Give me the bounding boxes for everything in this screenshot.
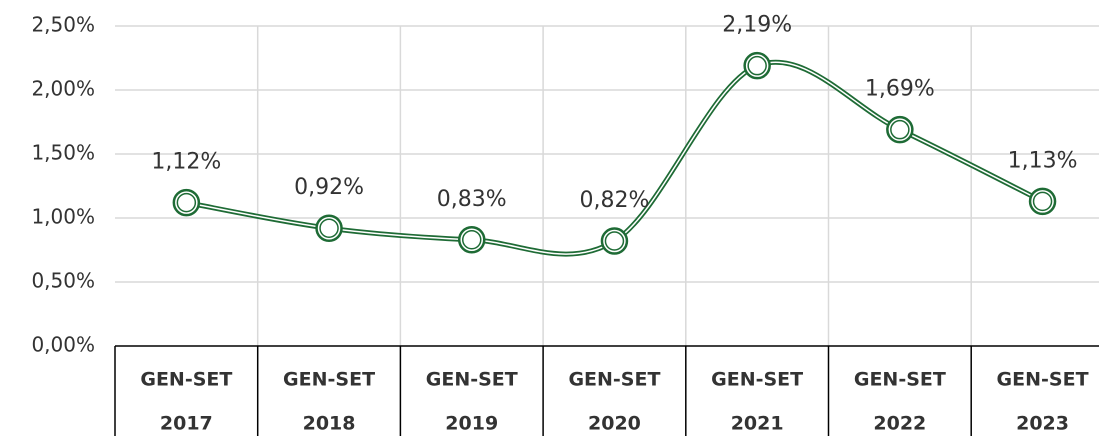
- data-label: 1,13%: [1008, 148, 1078, 173]
- point-ring: [176, 192, 197, 213]
- point-ring: [1032, 191, 1053, 212]
- x-tick-label: 2022: [873, 413, 926, 435]
- x-tick-label: 2019: [445, 413, 498, 435]
- x-tick-label: GEN-SET: [997, 369, 1089, 391]
- data-label: 0,82%: [580, 188, 650, 213]
- x-tick-label: GEN-SET: [711, 369, 803, 391]
- x-tick-label: 2017: [160, 413, 213, 435]
- y-tick-label: 2,50%: [31, 13, 95, 37]
- y-tick-label: 2,00%: [31, 77, 95, 101]
- x-tick-label: GEN-SET: [426, 369, 518, 391]
- data-label: 0,92%: [294, 175, 364, 200]
- y-tick-label: 1,00%: [31, 205, 95, 229]
- x-tick-label: GEN-SET: [854, 369, 946, 391]
- data-label: 1,12%: [151, 150, 221, 175]
- x-tick-label: 2020: [588, 413, 641, 435]
- x-tick-label: GEN-SET: [140, 369, 232, 391]
- data-label: 1,69%: [865, 77, 935, 102]
- x-tick-label: GEN-SET: [568, 369, 660, 391]
- x-tick-label: 2021: [731, 413, 784, 435]
- point-ring: [319, 218, 339, 238]
- x-tick-label: GEN-SET: [283, 369, 375, 391]
- y-tick-label: 1,50%: [31, 141, 95, 165]
- point-ring: [747, 55, 767, 76]
- x-tick-label: 2023: [1016, 413, 1069, 435]
- y-tick-label: 0,00%: [31, 333, 95, 357]
- data-label: 0,83%: [437, 187, 507, 212]
- x-tick-label: 2018: [303, 413, 356, 435]
- point-ring: [890, 119, 910, 140]
- y-tick-label: 0,50%: [31, 269, 95, 293]
- data-label: 2,19%: [722, 13, 792, 38]
- point-ring: [462, 230, 482, 250]
- point-ring: [604, 231, 625, 251]
